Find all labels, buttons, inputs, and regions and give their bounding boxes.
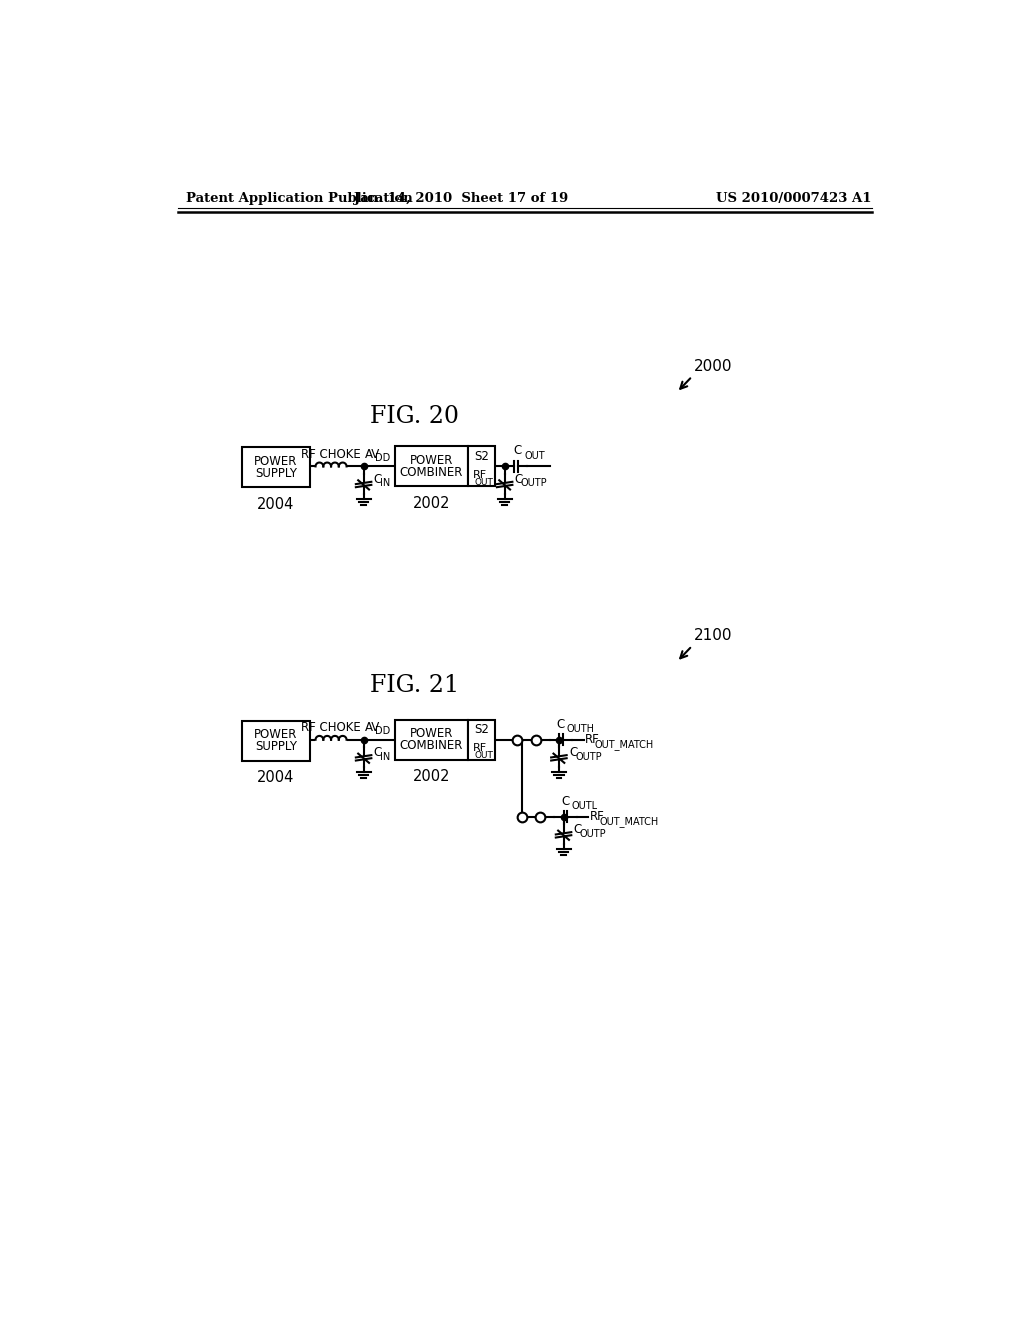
Text: RF: RF (590, 810, 604, 824)
Text: AV: AV (366, 721, 380, 734)
Text: 2100: 2100 (693, 628, 732, 643)
Bar (468, 446, 496, 487)
Text: AV: AV (366, 447, 380, 461)
Text: OUT: OUT (475, 478, 494, 487)
Text: RF CHOKE: RF CHOKE (301, 447, 360, 461)
Text: IN: IN (380, 478, 390, 488)
Text: OUTH: OUTH (566, 723, 595, 734)
Text: OUT: OUT (524, 450, 545, 461)
Bar (394, 446, 468, 487)
Text: COMBINER: COMBINER (399, 739, 463, 752)
Text: S2: S2 (474, 723, 489, 737)
Text: OUTL: OUTL (571, 801, 597, 810)
Text: COMBINER: COMBINER (399, 466, 463, 479)
Text: C: C (556, 718, 564, 731)
Text: C: C (374, 473, 382, 486)
Text: 2000: 2000 (693, 359, 732, 374)
Text: 2004: 2004 (257, 770, 295, 785)
Text: SUPPLY: SUPPLY (255, 741, 297, 754)
Text: POWER: POWER (410, 727, 453, 741)
Bar (242, 447, 310, 487)
Text: RF: RF (473, 743, 487, 754)
Text: C: C (569, 746, 578, 759)
Text: C: C (561, 795, 569, 808)
Text: C: C (514, 445, 522, 458)
Text: FIG. 21: FIG. 21 (371, 675, 460, 697)
Text: C: C (573, 824, 582, 837)
Text: OUT_MATCH: OUT_MATCH (595, 739, 653, 750)
Text: Jan. 14, 2010  Sheet 17 of 19: Jan. 14, 2010 Sheet 17 of 19 (354, 191, 568, 205)
Text: 2004: 2004 (257, 496, 295, 512)
Text: RF CHOKE: RF CHOKE (301, 721, 360, 734)
Text: IN: IN (380, 751, 390, 762)
Text: 2002: 2002 (413, 496, 451, 511)
Text: FIG. 20: FIG. 20 (371, 405, 459, 428)
Text: C: C (374, 746, 382, 759)
Bar (242, 721, 310, 760)
Text: S2: S2 (474, 450, 489, 463)
Text: OUT_MATCH: OUT_MATCH (599, 816, 658, 826)
Text: POWER: POWER (410, 454, 453, 467)
Text: OUTP: OUTP (575, 751, 602, 762)
Text: POWER: POWER (254, 454, 298, 467)
Text: RF: RF (473, 470, 487, 480)
Bar (468, 719, 496, 760)
Text: DD: DD (375, 453, 390, 463)
Text: 2002: 2002 (413, 770, 451, 784)
Text: RF: RF (586, 733, 600, 746)
Text: Patent Application Publication: Patent Application Publication (186, 191, 413, 205)
Text: SUPPLY: SUPPLY (255, 467, 297, 480)
Text: DD: DD (375, 726, 390, 737)
Text: OUTP: OUTP (521, 478, 548, 488)
Text: C: C (515, 473, 523, 486)
Text: US 2010/0007423 A1: US 2010/0007423 A1 (717, 191, 872, 205)
Text: POWER: POWER (254, 727, 298, 741)
Text: OUT: OUT (475, 751, 494, 760)
Text: OUTP: OUTP (580, 829, 606, 838)
Bar (394, 719, 468, 760)
